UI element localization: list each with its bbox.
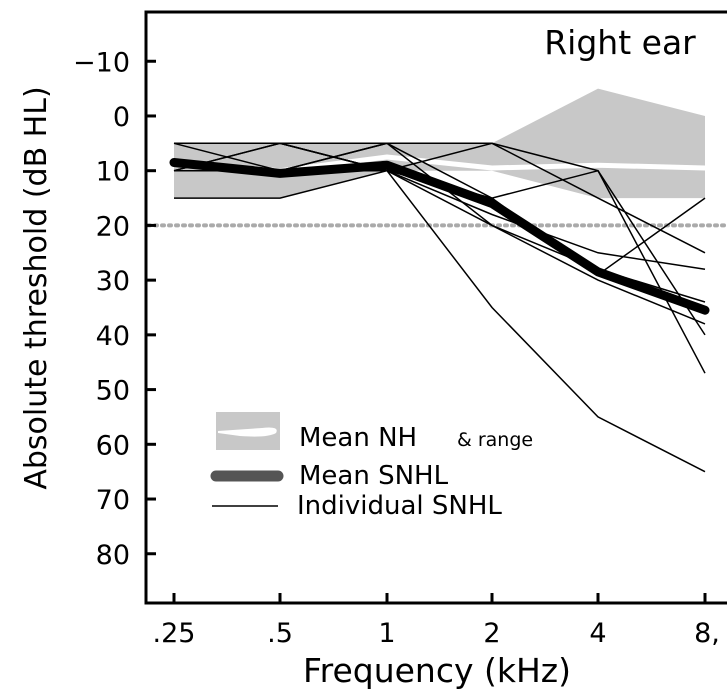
- x-axis-ticks: .25 .5 1 2 4 8,: [153, 593, 720, 649]
- legend: Mean NH & range Mean SNHL Individual SNH…: [210, 412, 533, 521]
- x-tick-label: .5: [267, 618, 293, 649]
- legend-label-individual-snhl: Individual SNHL: [297, 491, 502, 521]
- x-axis-label: Frequency (kHz): [303, 651, 571, 690]
- x-tick-label: .25: [153, 618, 196, 649]
- individual-snhl-line-8: [174, 142, 706, 325]
- mean-snhl-layer: [169, 158, 710, 315]
- x-tick-label: 1: [378, 618, 395, 649]
- y-tick-label: 20: [96, 211, 130, 242]
- legend-label-mean-nh: Mean NH: [299, 423, 417, 453]
- x-tick-label: 2: [483, 618, 500, 649]
- y-tick-label: 10: [96, 157, 130, 188]
- y-tick-label: 50: [96, 376, 130, 407]
- y-axis-ticks: −10 0 10 20 30 40 50 60 70 80: [73, 47, 156, 571]
- y-tick-label: 40: [96, 321, 130, 352]
- mean-snhl-line: [169, 158, 710, 315]
- y-tick-label: 60: [96, 430, 130, 461]
- legend-label-range: & range: [457, 429, 533, 451]
- y-tick-label: 30: [96, 266, 130, 297]
- legend-label-mean-snhl: Mean SNHL: [299, 461, 449, 491]
- y-tick-label: 80: [96, 540, 130, 571]
- plot-frame: [144, 10, 727, 605]
- individual-snhl-line-7: [173, 142, 706, 276]
- x-tick-label: 4: [589, 618, 606, 649]
- y-tick-label: −10: [73, 47, 130, 78]
- x-tick-label: 8,: [694, 618, 720, 649]
- chart-title: Right ear: [544, 23, 696, 62]
- legend-mean-nh-swatch: [218, 427, 277, 437]
- y-tick-label: 70: [96, 485, 130, 516]
- y-axis-label: Absolute threshold (dB HL): [19, 86, 54, 489]
- y-tick-label: 0: [113, 102, 130, 133]
- individual-snhl-line-3: [174, 169, 706, 270]
